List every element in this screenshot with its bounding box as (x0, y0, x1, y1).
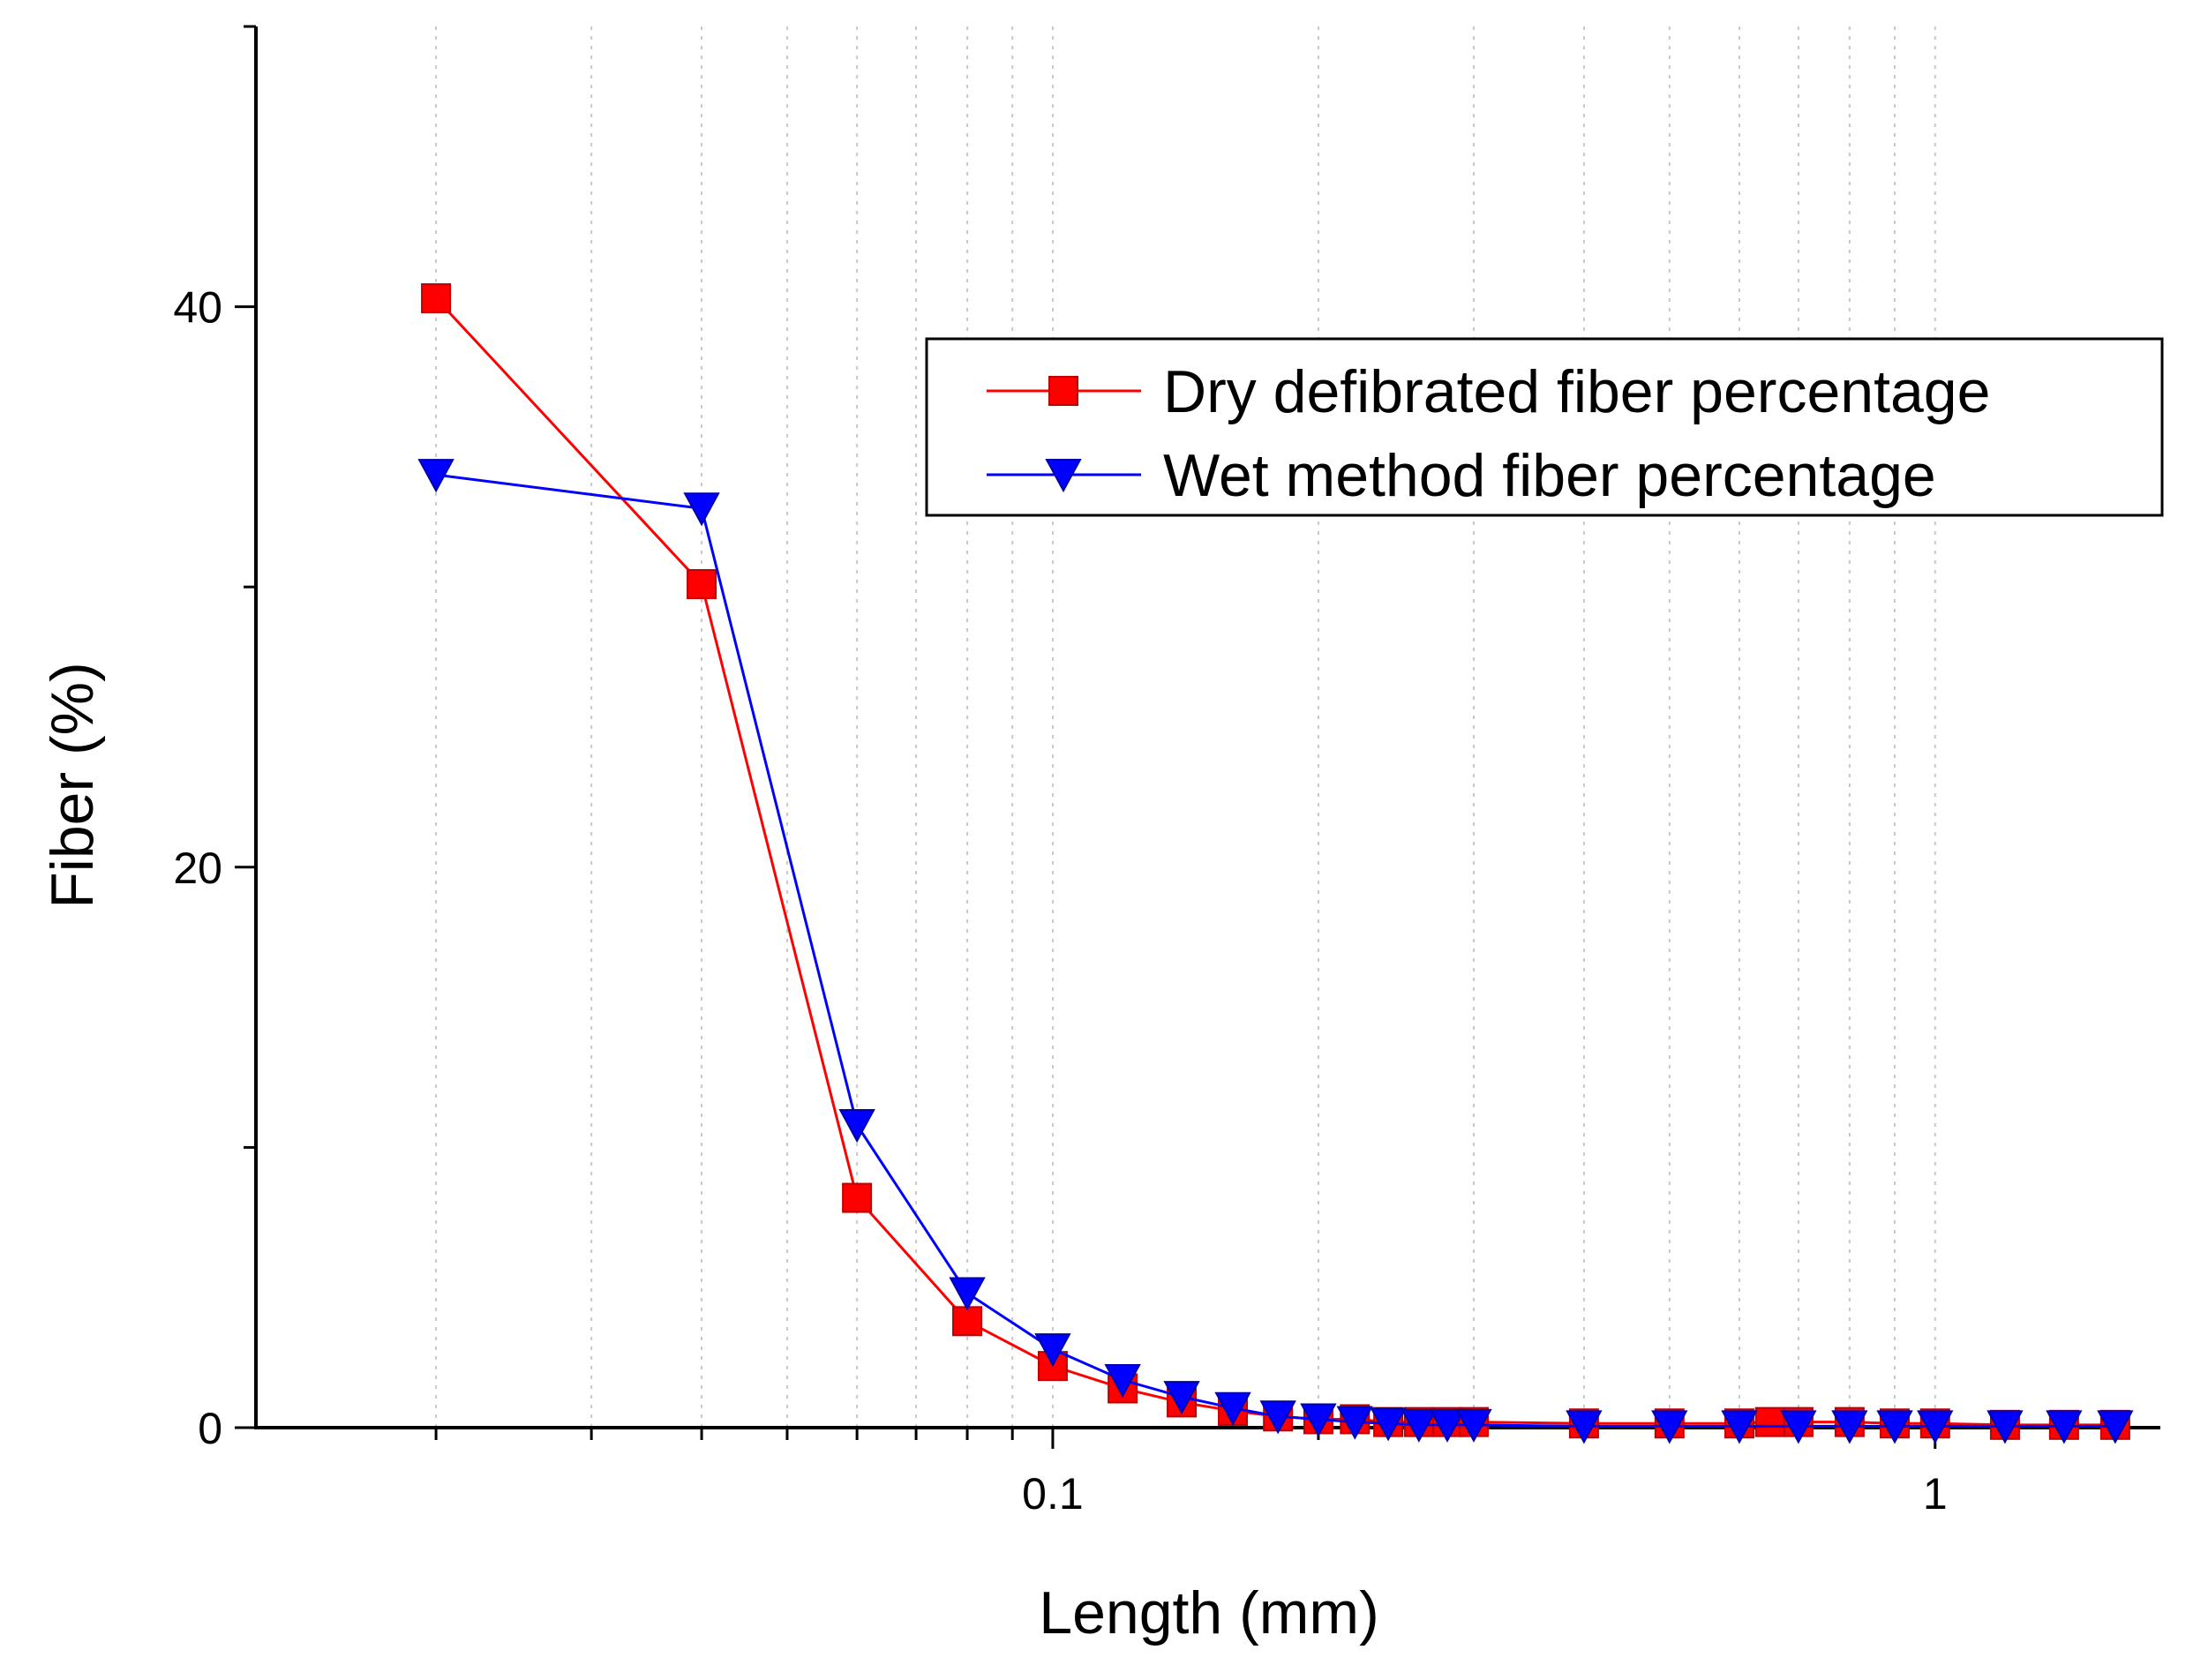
legend-marker-dry (1048, 376, 1078, 406)
series-line-wet (435, 473, 2115, 1428)
data-point-wet (1034, 1333, 1071, 1368)
legend-label-dry: Dry defibrated fiber percentage (1163, 358, 1990, 425)
data-point-wet (1401, 1408, 1438, 1443)
data-point-dry (952, 1306, 983, 1337)
data-point-wet (949, 1277, 986, 1311)
data-point-wet (1917, 1410, 1954, 1444)
y-tick-label: 0 (198, 1404, 222, 1453)
axis-ticks: 0.1 1 0 20 40 (173, 25, 1948, 1519)
data-point-dry (1754, 1406, 1785, 1437)
data-point-wet (683, 492, 720, 527)
legend-label-wet: Wet method fiber percentage (1163, 442, 1936, 509)
data-point-wet (1300, 1403, 1337, 1437)
x-axis-title: Length (mm) (1039, 1579, 1378, 1646)
data-point-wet (1566, 1410, 1603, 1444)
data-point-wet (2046, 1410, 2083, 1444)
y-axis-title: Fiber (%) (39, 662, 106, 909)
legend-frame (925, 337, 2164, 517)
data-point-wet (838, 1108, 875, 1144)
data-point-wet (1259, 1400, 1296, 1435)
data-point-wet (1831, 1410, 1868, 1444)
data-series (417, 283, 2134, 1444)
data-point-wet (2097, 1410, 2134, 1444)
data-point-wet (1163, 1381, 1200, 1415)
y-tick-label: 40 (173, 283, 222, 333)
data-point-wet (1876, 1410, 1913, 1444)
x-tick-label: 0.1 (1022, 1469, 1084, 1519)
data-point-wet (1104, 1364, 1141, 1399)
axes (254, 26, 2160, 1429)
vertical-grid (435, 26, 1936, 1428)
data-point-wet (1986, 1410, 2024, 1444)
y-tick-label: 20 (173, 844, 222, 893)
x-tick-label: 1 (1923, 1469, 1948, 1519)
legend-marker-wet (1045, 459, 1082, 493)
data-point-dry (842, 1182, 873, 1213)
data-point-wet (1429, 1408, 1466, 1443)
data-point-wet (1370, 1407, 1407, 1442)
data-point-dry (687, 569, 717, 600)
data-point-dry (421, 283, 452, 314)
data-point-wet (1721, 1410, 1758, 1444)
legend: Dry defibrated fiber percentage Wet meth… (925, 337, 2164, 517)
data-point-wet (1651, 1410, 1688, 1444)
data-point-wet (417, 459, 454, 493)
data-point-wet (1214, 1391, 1251, 1426)
data-point-wet (1780, 1410, 1817, 1444)
data-point-wet (1336, 1406, 1373, 1440)
data-point-wet (1455, 1408, 1492, 1443)
